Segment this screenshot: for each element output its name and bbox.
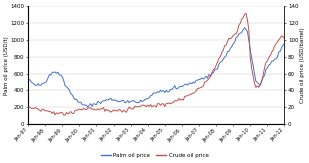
Y-axis label: Crude oil price (USD/barrel): Crude oil price (USD/barrel) <box>300 27 305 103</box>
Y-axis label: Palm oil price (USD/t): Palm oil price (USD/t) <box>4 36 9 95</box>
Legend: Palm oil price, Crude oil price: Palm oil price, Crude oil price <box>98 151 211 160</box>
